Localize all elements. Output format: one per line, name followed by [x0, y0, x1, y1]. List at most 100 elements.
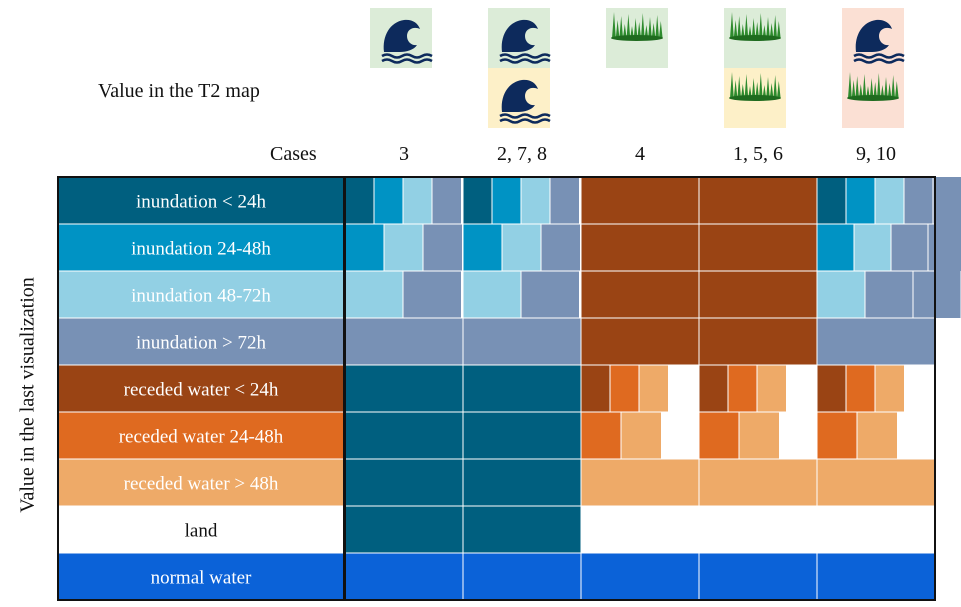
- grid-cell: [699, 177, 817, 224]
- grid-layer: [345, 177, 961, 600]
- grid-cell-segment: [875, 365, 904, 412]
- grid-cell-segment: [463, 224, 502, 271]
- case-label: 3: [399, 143, 409, 165]
- grass-icon: [842, 68, 904, 128]
- row-label: receded water > 48h: [58, 459, 344, 506]
- cases-label: Cases: [270, 143, 317, 165]
- grid-cell-segment: [739, 412, 779, 459]
- grid-cell-segment: [817, 365, 846, 412]
- grid-cell: [699, 224, 817, 271]
- grid-cell-segment: [492, 177, 521, 224]
- grid-cell-segment: [581, 412, 621, 459]
- grid-cell-segment: [403, 177, 432, 224]
- icons-layer: [370, 8, 905, 128]
- grid-cell: [463, 318, 581, 365]
- grid-cell: [581, 459, 699, 506]
- grid-cell-segment: [865, 271, 913, 318]
- grid-cell: [463, 553, 581, 600]
- grid-cell-segment: [699, 365, 728, 412]
- row-label: inundation 24-48h: [58, 224, 344, 271]
- grid-cell: [699, 271, 817, 318]
- grid-cell: [817, 459, 935, 506]
- grid-cell: [463, 412, 581, 459]
- grid-cell-segment: [928, 224, 961, 271]
- case-label: 2, 7, 8: [497, 143, 547, 165]
- row-label: inundation 48-72h: [58, 271, 344, 318]
- grid-cell-segment: [621, 412, 661, 459]
- case-label: 1, 5, 6: [733, 143, 783, 165]
- borders-layer: [57, 176, 936, 601]
- grid-cell: [699, 459, 817, 506]
- water-wave-icon: [488, 8, 551, 68]
- grid-cell: [345, 412, 463, 459]
- grid-cell-segment: [817, 224, 854, 271]
- grid-cell: [345, 506, 463, 553]
- row-label-text: land: [185, 521, 218, 542]
- grid-cell: [463, 459, 581, 506]
- grass-icon: [724, 8, 786, 68]
- grid-cell: [581, 318, 699, 365]
- grid-cell-segment: [891, 224, 928, 271]
- water-wave-icon: [842, 8, 905, 68]
- grid-cell: [345, 553, 463, 600]
- grid-cell-segment: [521, 177, 550, 224]
- labels-layer: inundation < 24h inundation 24-48h inundat…: [58, 177, 344, 600]
- grid-cell-segment: [384, 224, 423, 271]
- row-label-text: inundation 48-72h: [131, 286, 271, 307]
- grid-cell-segment: [463, 271, 521, 318]
- grid-cell-segment: [854, 224, 891, 271]
- outer-border: [57, 176, 936, 601]
- grass-icon: [606, 8, 668, 68]
- grid-cell: [345, 318, 463, 365]
- grid-cell: [463, 506, 581, 553]
- row-label-text: receded water < 24h: [124, 380, 279, 401]
- grid-cell-segment: [933, 177, 961, 224]
- grid-cell-segment: [374, 177, 403, 224]
- grid-cell-segment: [857, 412, 897, 459]
- grid-cell-segment: [817, 177, 846, 224]
- grid-cell-segment: [432, 177, 461, 224]
- grid-cell: [463, 365, 581, 412]
- grid-cell-segment: [610, 365, 639, 412]
- grass-icon: [724, 68, 786, 128]
- grid-cell-segment: [757, 365, 786, 412]
- row-label-text: inundation > 72h: [136, 333, 266, 354]
- grid-cell: [581, 553, 699, 600]
- grid-cell-segment: [550, 177, 579, 224]
- grid-cell-segment: [345, 271, 403, 318]
- row-label: receded water 24-48h: [58, 412, 344, 459]
- grid-cell-segment: [875, 177, 904, 224]
- grid-cell-segment: [699, 412, 739, 459]
- grid-cell: [345, 365, 463, 412]
- grid-cell: [699, 318, 817, 365]
- water-wave-icon: [370, 8, 433, 68]
- grid-cell-segment: [817, 271, 865, 318]
- grid-cell-segment: [423, 224, 462, 271]
- grid-cell: [345, 459, 463, 506]
- case-label: 9, 10: [856, 143, 896, 165]
- grid-cell-segment: [913, 271, 961, 318]
- grid-cell-segment: [463, 177, 492, 224]
- grid-cell-segment: [541, 224, 580, 271]
- row-label-text: receded water > 48h: [124, 474, 279, 495]
- grid-cell-segment: [846, 177, 875, 224]
- grid-cell-segment: [521, 271, 579, 318]
- header-label: Value in the T2 map: [98, 80, 260, 102]
- grid-cell-segment: [345, 177, 374, 224]
- grid-cell-segment: [728, 365, 757, 412]
- row-label: inundation < 24h: [58, 177, 344, 224]
- row-label-text: normal water: [151, 568, 252, 589]
- row-label: inundation > 72h: [58, 318, 344, 365]
- row-label-text: inundation < 24h: [136, 192, 266, 213]
- row-label: land: [58, 506, 344, 553]
- grid-cell-segment: [817, 412, 857, 459]
- grid-cell-segment: [345, 224, 384, 271]
- row-label-text: inundation 24-48h: [131, 239, 271, 260]
- row-label-text: receded water 24-48h: [119, 427, 284, 448]
- grid-cell-segment: [639, 365, 668, 412]
- grid-cell: [699, 553, 817, 600]
- case-label: 4: [635, 143, 645, 165]
- grid-cell: [817, 553, 935, 600]
- grid-cell: [817, 318, 935, 365]
